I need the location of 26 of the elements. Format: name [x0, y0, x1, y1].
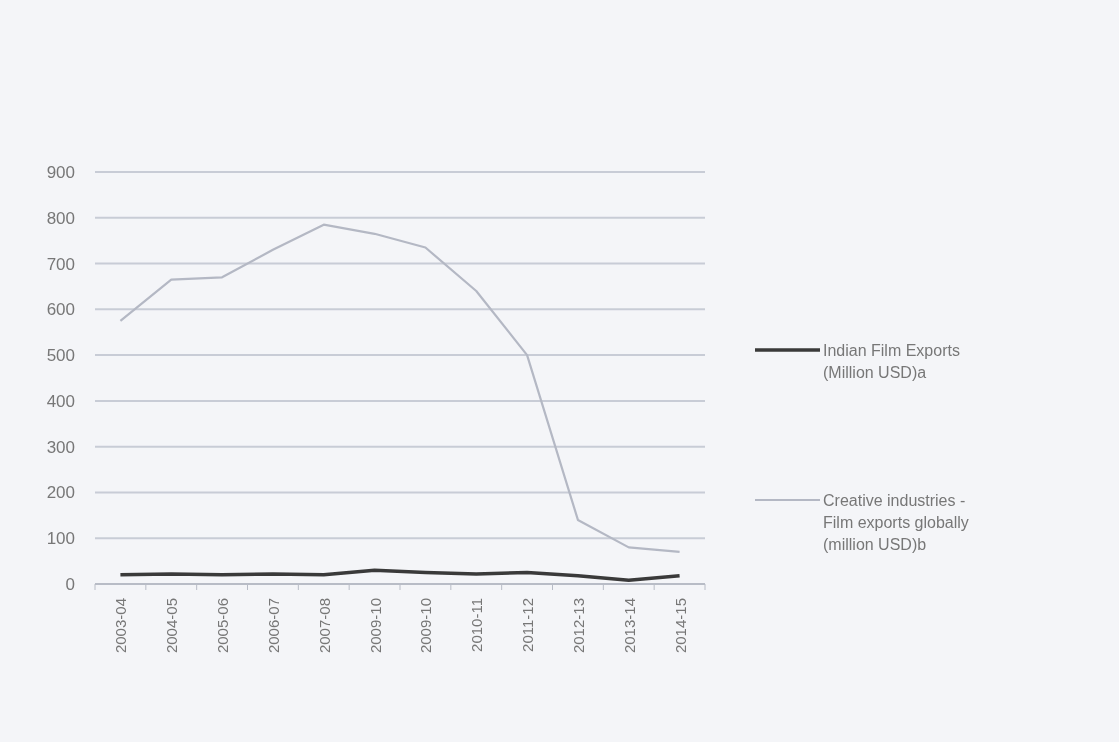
- y-tick-label: 500: [46, 346, 75, 366]
- x-tick-label: 2014-15: [671, 598, 689, 654]
- y-tick-label: 800: [46, 208, 75, 228]
- line-series: [118, 568, 682, 583]
- x-tick-label: 2009-10: [417, 598, 435, 654]
- y-tick-label: 300: [46, 437, 75, 457]
- x-tick-label: 2013-14: [620, 598, 638, 654]
- y-tick-label: 600: [46, 300, 75, 320]
- x-tick-label: 2010-11: [468, 598, 486, 652]
- x-tick-label: 2011-12: [519, 598, 537, 652]
- legend-label: Indian Film Exports (Million USD)a: [823, 341, 960, 381]
- y-tick-label: 700: [46, 254, 75, 274]
- y-tick-label: 400: [46, 391, 75, 411]
- x-tick-label: 2007-08: [315, 598, 333, 654]
- x-tick-label: 2003-04: [112, 598, 130, 654]
- y-tick-label: 100: [46, 529, 75, 549]
- y-tick-label: 0: [65, 574, 75, 594]
- x-tick-label: 2005-06: [214, 598, 232, 654]
- x-tick-label: 2009-10: [366, 598, 384, 654]
- legend-label: Creative industries - Film exports globally (million USD)b: [823, 491, 969, 554]
- y-tick-label: 900: [46, 162, 75, 182]
- x-tick-label: 2004-05: [163, 598, 181, 654]
- x-tick-label: 2012-13: [569, 598, 587, 654]
- line-series: [119, 223, 681, 554]
- y-tick-label: 200: [46, 483, 75, 503]
- x-tick-label: 2006-07: [264, 598, 282, 654]
